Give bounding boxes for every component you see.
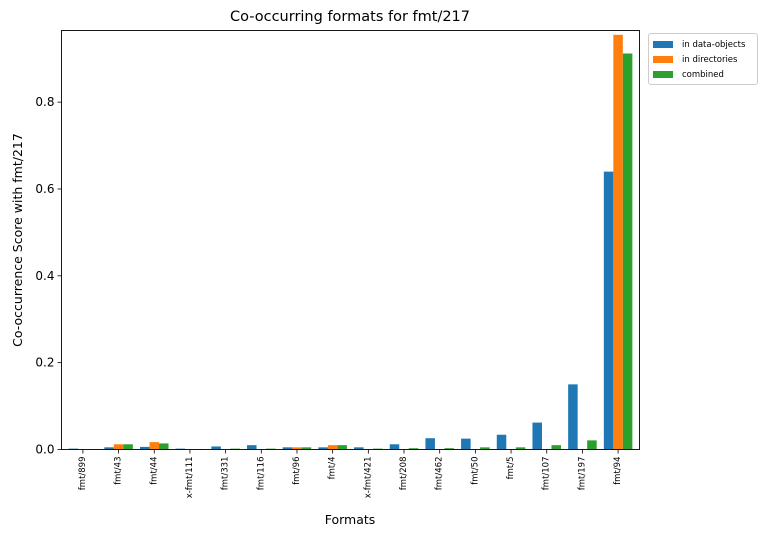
legend-swatch-combined [653, 71, 673, 78]
x-tick-label: fmt/197 [577, 457, 587, 491]
plot-frame [61, 30, 640, 450]
x-tick-label: fmt/94 [613, 457, 623, 485]
bar-fmt-50-series-2 [480, 447, 490, 450]
y-tick-label: 0.4 [35, 269, 54, 283]
legend-item-data-objects: in data-objects [653, 37, 753, 52]
bar-fmt-96-series-0 [282, 447, 293, 450]
bar-fmt-94-series-1 [613, 34, 623, 450]
bar-fmt-5-series-0 [496, 434, 507, 450]
x-tick-label: fmt/462 [435, 457, 445, 491]
bar-fmt-94-series-0 [603, 171, 614, 450]
bar-fmt-43-series-2 [123, 444, 133, 450]
bar-fmt-4-series-0 [318, 447, 328, 450]
x-tick-label: fmt/4 [328, 457, 338, 480]
bar-fmt-44-series-1 [149, 442, 160, 450]
bar-fmt-107-series-2 [551, 445, 561, 450]
y-tick-label: 0.6 [35, 182, 54, 196]
bar-fmt-208-series-2 [408, 448, 419, 450]
x-tick-label: fmt/116 [256, 457, 266, 491]
bar-fmt-96-series-1 [292, 447, 302, 450]
x-tick-label: x-fmt/111 [185, 457, 195, 499]
legend-label-combined: combined [682, 69, 724, 80]
x-tick-label: fmt/44 [149, 457, 159, 485]
bar-fmt-4-series-1 [327, 445, 338, 450]
bar-fmt-197-series-0 [568, 384, 578, 450]
y-tick-label: 0.2 [35, 356, 54, 370]
bar-fmt-50-series-0 [461, 438, 471, 450]
bar-fmt-462-series-2 [444, 448, 454, 450]
legend-label-directories: in directories [682, 54, 738, 65]
bar-fmt-44-series-2 [159, 443, 169, 450]
y-tick-label: 0.8 [35, 95, 54, 109]
bar-fmt-43-series-1 [113, 444, 124, 450]
bar-fmt-208-series-0 [389, 444, 400, 450]
bars-layer [68, 34, 633, 450]
bar-fmt-4-series-2 [337, 445, 347, 450]
legend-item-combined: combined [653, 67, 753, 82]
ticks-layer: fmt/899 fmt/43 fmt/44 x-fmt/111 fmt/331 fmt/1… [35, 95, 623, 498]
bar-fmt-96-series-2 [301, 447, 312, 450]
x-tick-label: fmt/331 [221, 457, 231, 491]
bar-fmt-107-series-0 [532, 422, 542, 450]
bar-fmt-116-series-0 [247, 445, 257, 450]
bar-fmt-331-series-0 [211, 446, 221, 450]
legend: in data-objects in directories combined [648, 33, 758, 85]
legend-swatch-data-objects [653, 41, 673, 48]
y-axis-label: Co-occurrence Score with fmt/217 [10, 133, 25, 347]
x-tick-label: fmt/5 [506, 457, 516, 480]
x-tick-label: fmt/899 [78, 457, 88, 491]
x-tick-label: x-fmt/421 [363, 457, 373, 499]
bar-x-fmt-421-series-0 [354, 447, 364, 450]
bar-fmt-94-series-2 [622, 53, 633, 450]
x-tick-label: fmt/43 [114, 457, 124, 485]
bar-fmt-5-series-2 [515, 447, 526, 450]
bar-fmt-44-series-0 [139, 446, 150, 450]
bar-fmt-43-series-0 [104, 447, 114, 450]
legend-label-data-objects: in data-objects [682, 39, 746, 50]
x-tick-label: fmt/50 [470, 457, 480, 485]
x-tick-label: fmt/107 [542, 457, 552, 491]
x-axis-label: Formats [325, 512, 376, 527]
legend-item-directories: in directories [653, 52, 753, 67]
x-tick-label: fmt/96 [292, 457, 302, 485]
y-tick-label: 0.0 [35, 443, 54, 457]
x-tick-label: fmt/208 [399, 457, 409, 491]
legend-swatch-directories [653, 56, 673, 63]
chart-title: Co-occurring formats for fmt/217 [230, 9, 470, 25]
bar-fmt-197-series-2 [587, 440, 597, 450]
bar-fmt-462-series-0 [425, 438, 435, 450]
